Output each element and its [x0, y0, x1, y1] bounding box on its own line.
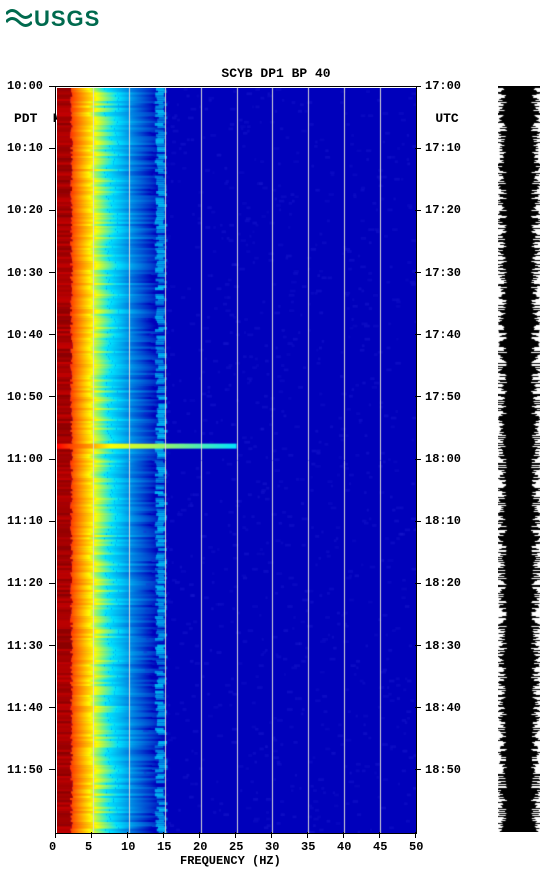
- y-tick-left: [49, 334, 55, 335]
- y-tick-label-right: 17:50: [425, 390, 461, 404]
- x-tick-label: 20: [193, 840, 207, 854]
- seismogram-panel: [498, 86, 540, 832]
- y-tick-right: [415, 396, 421, 397]
- y-tick-right: [415, 769, 421, 770]
- y-tick-left: [49, 707, 55, 708]
- y-tick-label-right: 17:20: [425, 203, 461, 217]
- y-tick-right: [415, 334, 421, 335]
- y-tick-label-right: 18:50: [425, 763, 461, 777]
- x-tick: [343, 832, 344, 838]
- usgs-logo: USGS: [6, 6, 100, 32]
- y-tick-label-left: 10:00: [7, 79, 43, 93]
- x-tick-label: 40: [337, 840, 351, 854]
- x-tick-label: 25: [229, 840, 243, 854]
- y-tick-label-right: 18:20: [425, 576, 461, 590]
- x-tick-label: 30: [265, 840, 279, 854]
- x-tick-label: 0: [49, 840, 56, 854]
- y-tick-label-left: 11:40: [7, 701, 43, 715]
- y-tick-label-left: 10:10: [7, 141, 43, 155]
- y-tick-left: [49, 583, 55, 584]
- x-tick-label: 35: [301, 840, 315, 854]
- y-tick-right: [415, 272, 421, 273]
- x-tick-label: 45: [373, 840, 387, 854]
- x-tick-label: 5: [85, 840, 92, 854]
- x-tick: [415, 832, 416, 838]
- right-tz: UTC: [435, 111, 458, 126]
- usgs-logo-text: USGS: [34, 6, 100, 32]
- x-tick: [307, 832, 308, 838]
- y-tick-label-left: 11:50: [7, 763, 43, 777]
- x-tick: [163, 832, 164, 838]
- spectrogram-plot: [55, 86, 417, 834]
- y-tick-label-left: 10:20: [7, 203, 43, 217]
- seismogram-canvas: [498, 86, 540, 832]
- y-tick-left: [49, 86, 55, 87]
- y-tick-right: [415, 521, 421, 522]
- y-tick-left: [49, 210, 55, 211]
- y-tick-label-left: 10:40: [7, 328, 43, 342]
- y-tick-label-right: 17:30: [425, 266, 461, 280]
- y-tick-right: [415, 148, 421, 149]
- x-tick: [55, 832, 56, 838]
- x-tick: [91, 832, 92, 838]
- y-tick-left: [49, 396, 55, 397]
- x-tick: [235, 832, 236, 838]
- x-tick-label: 10: [121, 840, 135, 854]
- x-tick: [127, 832, 128, 838]
- y-tick-label-right: 18:00: [425, 452, 461, 466]
- y-tick-right: [415, 86, 421, 87]
- y-tick-label-left: 10:50: [7, 390, 43, 404]
- y-tick-right: [415, 459, 421, 460]
- x-axis-label: FREQUENCY (HZ): [180, 854, 281, 868]
- usgs-wave-icon: [6, 8, 32, 30]
- y-tick-label-left: 11:10: [7, 514, 43, 528]
- x-tick: [271, 832, 272, 838]
- y-tick-label-right: 17:00: [425, 79, 461, 93]
- y-tick-label-right: 17:10: [425, 141, 461, 155]
- y-tick-right: [415, 210, 421, 211]
- y-tick-label-left: 11:20: [7, 576, 43, 590]
- y-tick-right: [415, 583, 421, 584]
- x-tick: [199, 832, 200, 838]
- y-tick-left: [49, 272, 55, 273]
- y-tick-right: [415, 645, 421, 646]
- y-tick-left: [49, 769, 55, 770]
- y-tick-left: [49, 148, 55, 149]
- x-tick: [379, 832, 380, 838]
- plot-title: SCYB DP1 BP 40: [0, 66, 552, 81]
- y-tick-label-right: 17:40: [425, 328, 461, 342]
- x-tick-label: 50: [409, 840, 423, 854]
- y-tick-label-left: 11:30: [7, 639, 43, 653]
- spectrogram-canvas: [57, 88, 416, 833]
- y-tick-left: [49, 459, 55, 460]
- y-tick-label-right: 18:30: [425, 639, 461, 653]
- left-tz: PDT: [14, 111, 37, 126]
- y-tick-left: [49, 521, 55, 522]
- y-tick-right: [415, 707, 421, 708]
- y-tick-label-right: 18:40: [425, 701, 461, 715]
- y-tick-label-left: 10:30: [7, 266, 43, 280]
- y-tick-left: [49, 645, 55, 646]
- y-tick-label-left: 11:00: [7, 452, 43, 466]
- y-tick-label-right: 18:10: [425, 514, 461, 528]
- x-tick-label: 15: [157, 840, 171, 854]
